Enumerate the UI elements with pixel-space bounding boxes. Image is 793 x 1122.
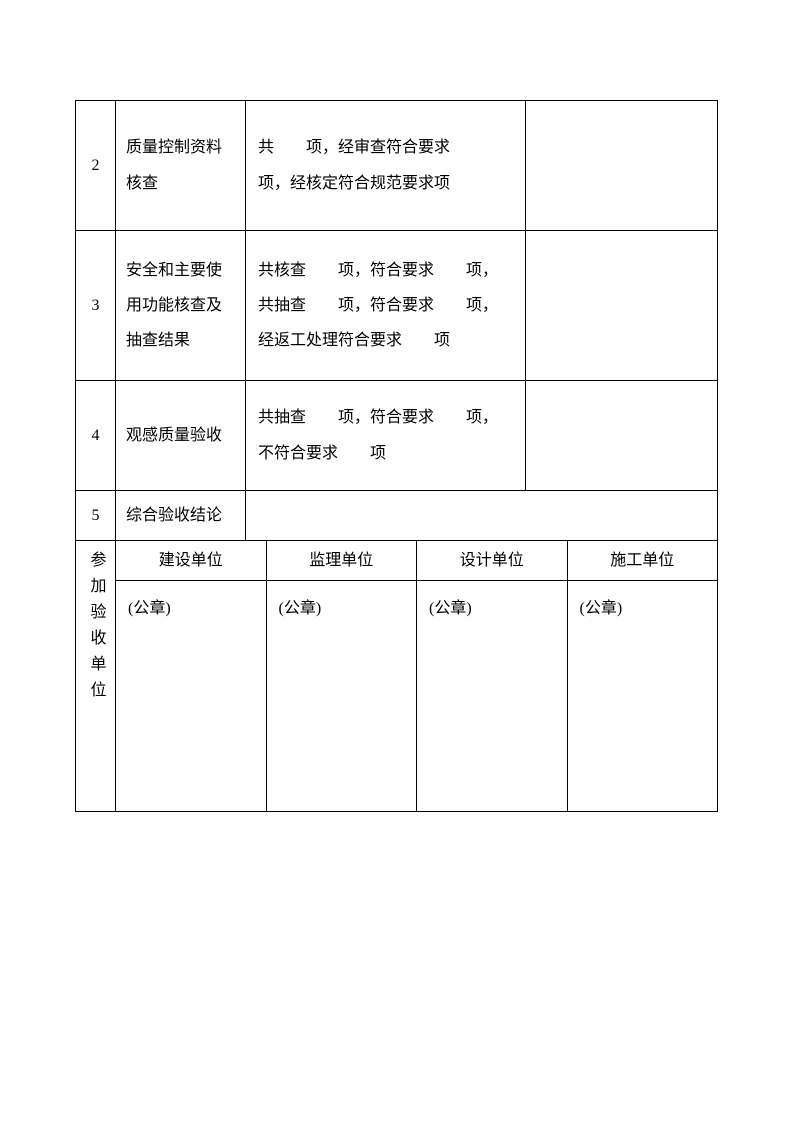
row-number: 5 — [76, 491, 116, 540]
row-content: 共 项，经审查符合要求 项，经核定符合规范要求项 — [246, 101, 526, 230]
table-row: 2 质量控制资料核查 共 项，经审查符合要求 项，经核定符合规范要求项 — [76, 100, 717, 230]
table-row: 4 观感质量验收 共抽查 项，符合要求 项，不符合要求 项 — [76, 380, 717, 490]
row-label: 综合验收结论 — [116, 491, 246, 540]
unit-header: 施工单位 — [568, 541, 718, 580]
row-number: 4 — [76, 381, 116, 490]
table-row: 3 安全和主要使用功能核查及抽查结果 共核查 项，符合要求 项，共抽查 项，符合… — [76, 230, 717, 380]
unit-header: 建设单位 — [116, 541, 267, 580]
vertical-label: 参加验收单位 — [80, 551, 112, 707]
row-remark — [526, 101, 717, 230]
unit-seal-cell: (公章) — [267, 581, 418, 811]
row-label: 观感质量验收 — [116, 381, 246, 490]
unit-header: 监理单位 — [267, 541, 418, 580]
row-remark — [526, 381, 717, 490]
row-number: 2 — [76, 101, 116, 230]
row-remark — [526, 231, 717, 380]
row-content: 共抽查 项，符合要求 项，不符合要求 项 — [246, 381, 526, 490]
row-content — [246, 491, 717, 540]
inspection-table: 2 质量控制资料核查 共 项，经审查符合要求 项，经核定符合规范要求项 3 安全… — [75, 100, 718, 812]
row-content: 共核查 项，符合要求 项，共抽查 项，符合要求 项，经返工处理符合要求 项 — [246, 231, 526, 380]
unit-header: 设计单位 — [417, 541, 568, 580]
units-body-row: (公章) (公章) (公章) (公章) — [116, 581, 717, 811]
unit-seal-cell: (公章) — [417, 581, 568, 811]
units-left-label: 参加验收单位 — [76, 541, 116, 811]
units-header-row: 建设单位 监理单位 设计单位 施工单位 — [116, 541, 717, 581]
units-section: 参加验收单位 建设单位 监理单位 设计单位 施工单位 (公章) (公章) (公章… — [76, 540, 717, 811]
unit-seal-cell: (公章) — [568, 581, 718, 811]
unit-seal-cell: (公章) — [116, 581, 267, 811]
table-row: 5 综合验收结论 — [76, 490, 717, 540]
row-label: 质量控制资料核查 — [116, 101, 246, 230]
row-number: 3 — [76, 231, 116, 380]
units-right: 建设单位 监理单位 设计单位 施工单位 (公章) (公章) (公章) (公章) — [116, 541, 717, 811]
row-label: 安全和主要使用功能核查及抽查结果 — [116, 231, 246, 380]
